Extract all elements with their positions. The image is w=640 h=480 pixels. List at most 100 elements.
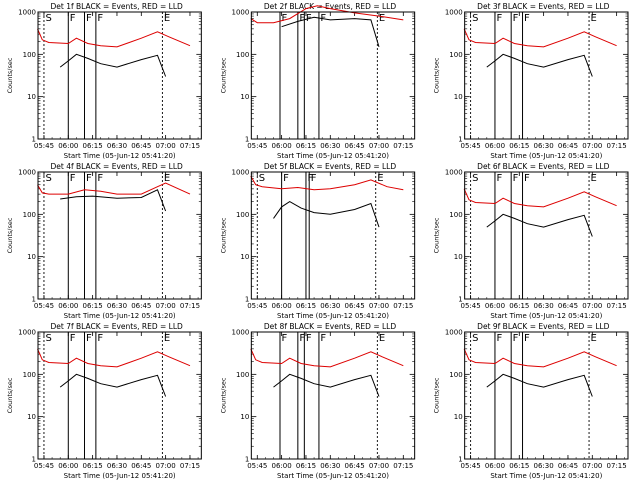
x-tick-label: 06:30 [320,142,340,150]
y-axis-label: Counts/sec [219,217,227,253]
y-tick-label: 1000 [445,329,463,337]
plot-frame [464,11,629,140]
x-axis-label: Start Time (05-Jun-12 05:41:20) [64,152,176,160]
y-tick-label: 100 [236,211,249,219]
x-tick-label: 06:45 [131,142,151,150]
y-axis-label: Counts/sec [219,57,227,93]
x-tick-label: 06:15 [83,462,103,470]
series-lld-line [463,348,617,368]
x-tick-label: 06:45 [558,302,578,310]
x-axis-label: Start Time (05-Jun-12 05:41:20) [490,152,602,160]
y-tick-label: 1000 [18,9,36,17]
series-lld-line [37,182,191,195]
panel-3: Det 3f BLACK = Events, RED = LLD Counts/s… [433,2,629,160]
panel-title: Det 5f BLACK = Events, RED = LLD [264,162,397,171]
series-events-line [281,16,380,48]
y-tick-label: 1000 [232,169,250,177]
panel-title: Det 8f BLACK = Events, RED = LLD [264,322,397,331]
event-marker-label: E [164,333,170,344]
x-tick-label: 07:15 [393,302,413,310]
x-tick-label: 07:00 [369,302,389,310]
plot-frame [250,331,416,460]
plot-frame [37,171,202,300]
event-marker-label: F [496,333,502,344]
series-lld-line [250,175,404,191]
event-marker-label: E [591,13,597,24]
panel-2: Det 2f BLACK = Events, RED = LLD Counts/s… [219,2,416,160]
y-tick-label: 1000 [445,169,463,177]
event-marker-label: F [524,333,530,344]
x-tick-label: 05:45 [34,302,54,310]
x-tick-label: 07:00 [369,462,389,470]
event-marker-label: F [86,173,92,184]
x-tick-label: 06:15 [296,142,316,150]
event-marker-label: F [299,13,305,24]
x-tick-label: 07:00 [156,302,176,310]
event-marker-label: F [97,173,103,184]
x-tick-label: 06:00 [272,462,292,470]
event-marker-label: F [283,173,289,184]
panel-7: Det 7f BLACK = Events, RED = LLD Counts/s… [6,322,202,480]
x-tick-label: 06:00 [272,142,292,150]
event-marker-label: E [379,13,385,24]
x-tick-label: 07:15 [180,302,200,310]
panel-title: Det 9f BLACK = Events, RED = LLD [477,322,610,331]
x-tick-label: 06:15 [83,142,103,150]
event-marker-label: F [86,333,92,344]
panel-4: Det 4f BLACK = Events, RED = LLD Counts/s… [6,162,202,320]
x-tick-label: 06:00 [58,142,78,150]
y-tick-label: 100 [449,371,462,379]
x-tick-label: 06:15 [509,142,529,150]
y-tick-label: 100 [449,211,462,219]
x-axis-label: Start Time (05-Jun-12 05:41:20) [490,312,602,320]
y-tick-label: 10 [27,93,36,101]
x-tick-label: 06:45 [558,142,578,150]
event-marker-label: F [299,333,305,344]
x-tick-label: 05:45 [461,142,481,150]
x-tick-label: 07:15 [607,302,627,310]
x-tick-label: 07:15 [180,142,200,150]
y-tick-label: 1000 [18,169,36,177]
y-tick-label: 10 [240,253,249,261]
event-marker-label: F [97,13,103,24]
y-tick-label: 100 [23,371,36,379]
x-tick-label: 07:15 [607,462,627,470]
event-marker-label: S [259,173,265,184]
y-tick-label: 1000 [232,9,250,17]
event-marker-label: E [377,173,383,184]
series-events-line [486,373,593,397]
x-tick-label: 07:15 [607,142,627,150]
x-tick-label: 05:45 [34,142,54,150]
series-events-line [273,373,380,397]
event-marker-label: F [311,173,317,184]
x-tick-label: 07:15 [393,142,413,150]
event-marker-label: F [86,13,92,24]
y-axis-label: Counts/sec [6,57,14,93]
event-marker-label: F [281,13,287,24]
y-tick-label: 1000 [18,329,36,337]
panel-1: Det 1f BLACK = Events, RED = LLD Counts/s… [6,2,202,160]
x-tick-label: 06:00 [485,462,505,470]
event-marker-label: F [306,333,312,344]
x-tick-label: 05:45 [247,462,267,470]
x-tick-label: 06:30 [534,462,554,470]
y-tick-label: 1 [245,136,249,144]
event-marker-label: E [591,333,597,344]
plot-frame [37,331,202,460]
y-tick-label: 100 [23,51,36,59]
event-marker-label: F [513,333,519,344]
x-tick-label: 05:45 [461,462,481,470]
y-tick-label: 1 [458,136,462,144]
plot-frame [250,171,416,300]
y-tick-label: 1 [458,296,462,304]
y-tick-label: 10 [27,253,36,261]
x-tick-label: 07:15 [393,462,413,470]
event-marker-label: S [472,13,478,24]
panel-6: Det 6f BLACK = Events, RED = LLD Counts/s… [433,162,629,320]
x-axis-label: Start Time (05-Jun-12 05:41:20) [277,312,389,320]
y-tick-label: 1000 [445,9,463,17]
series-lld-line [463,188,617,208]
y-tick-label: 100 [23,211,36,219]
event-marker-label: F [307,173,313,184]
panel-title: Det 4f BLACK = Events, RED = LLD [51,162,184,171]
